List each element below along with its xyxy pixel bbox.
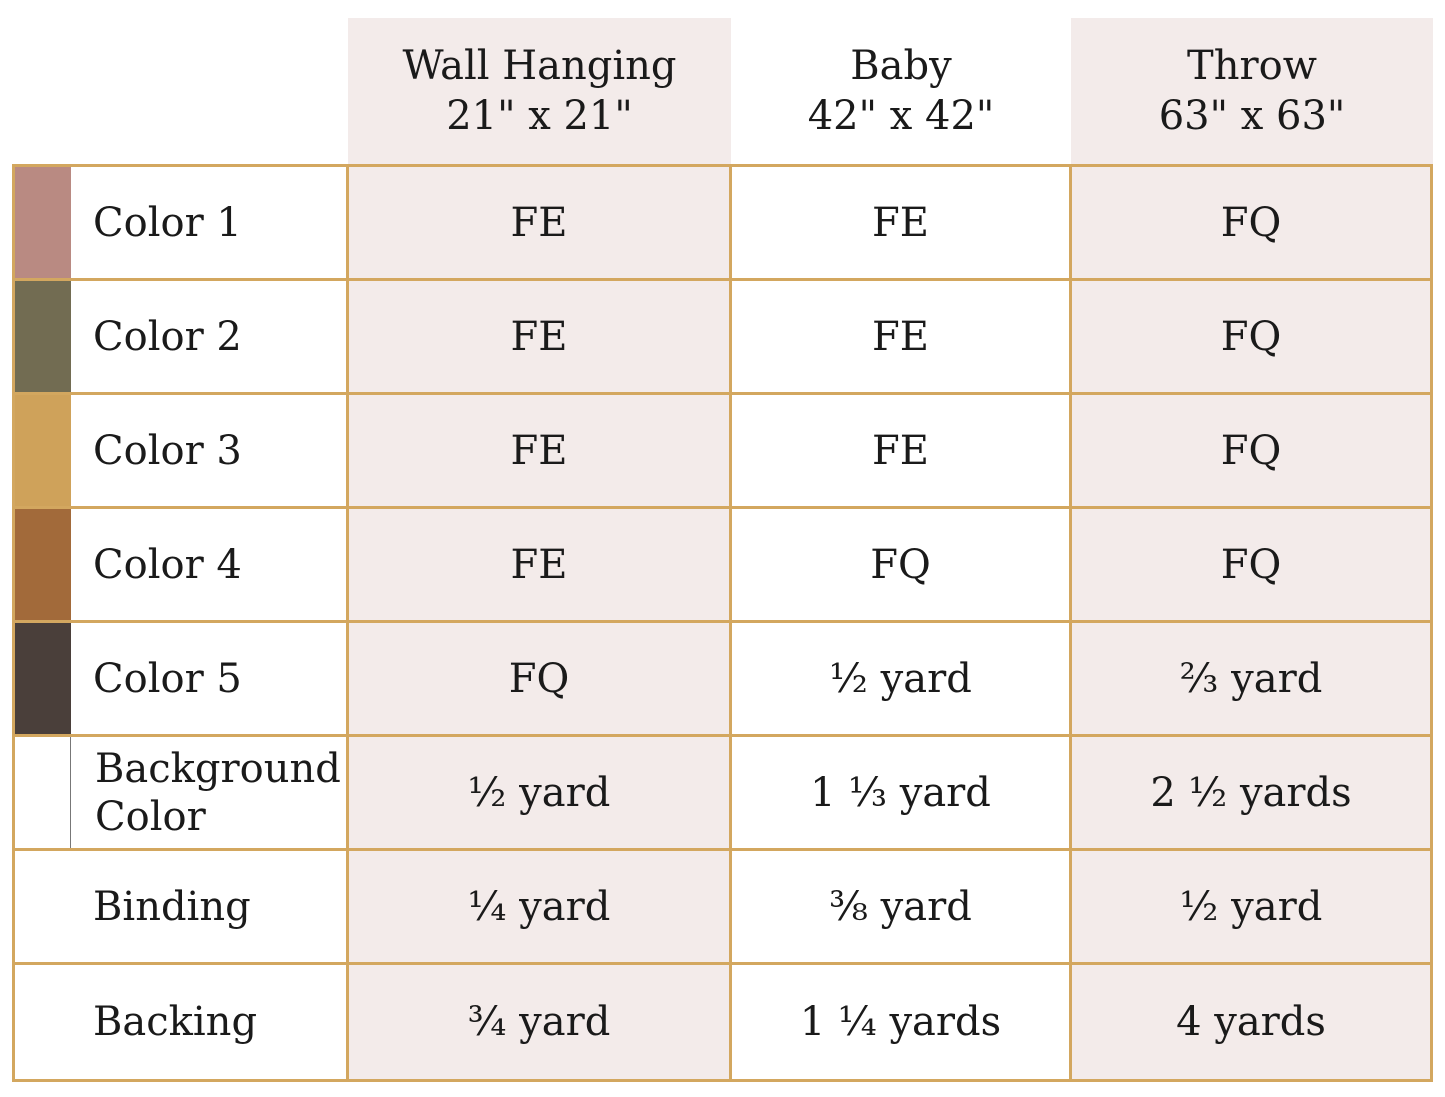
row-label-cell: Backing <box>15 965 349 1079</box>
column-header-name: Wall Hanging <box>402 43 677 89</box>
row-label: Color 3 <box>93 427 242 474</box>
cell-wall-hanging: ¾ yard <box>349 965 732 1079</box>
cell-throw: ½ yard <box>1072 851 1430 962</box>
row-label-line: Color <box>95 793 206 840</box>
cell-wall-hanging: FE <box>349 167 732 278</box>
color-swatch <box>15 509 71 620</box>
table-row-color-2: Color 2 FE FE FQ <box>15 281 1430 395</box>
column-header-throw: Throw 63" x 63" <box>1071 18 1433 164</box>
table-row-background-color: Background Color ½ yard 1 ⅓ yard 2 ½ yar… <box>15 737 1430 851</box>
row-label-cell: Color 2 <box>15 281 349 392</box>
column-header-size: 42" x 42" <box>807 93 995 139</box>
cell-baby: ⅜ yard <box>732 851 1072 962</box>
cell-wall-hanging: FQ <box>349 623 732 734</box>
cell-throw: FQ <box>1072 167 1430 278</box>
cell-baby: ½ yard <box>732 623 1072 734</box>
color-swatch <box>15 737 71 848</box>
column-header-baby: Baby 42" x 42" <box>731 18 1071 164</box>
row-label-cell: Color 4 <box>15 509 349 620</box>
row-label: Color 2 <box>93 313 242 360</box>
cell-baby: FE <box>732 281 1072 392</box>
column-header-name: Baby <box>850 43 952 89</box>
table-row-color-4: Color 4 FE FQ FQ <box>15 509 1430 623</box>
table-row-color-3: Color 3 FE FE FQ <box>15 395 1430 509</box>
column-header-size: 21" x 21" <box>446 93 633 139</box>
row-label: Color 1 <box>93 199 242 246</box>
row-label: Color 4 <box>93 541 242 588</box>
table-header-row: Wall Hanging 21" x 21" Baby 42" x 42" Th… <box>12 18 1433 164</box>
row-label: Color 5 <box>93 655 242 702</box>
row-label: Backing <box>93 999 258 1045</box>
column-header-wall-hanging: Wall Hanging 21" x 21" <box>348 18 731 164</box>
table-body: Color 1 FE FE FQ Color 2 FE FE FQ Color … <box>12 164 1433 1082</box>
cell-wall-hanging: ¼ yard <box>349 851 732 962</box>
color-swatch <box>15 623 71 734</box>
cell-wall-hanging: FE <box>349 281 732 392</box>
row-label-line: Background <box>95 745 341 792</box>
row-label-cell: Color 3 <box>15 395 349 506</box>
color-swatch <box>15 281 71 392</box>
row-label: Background Color <box>71 737 341 848</box>
cell-baby: FQ <box>732 509 1072 620</box>
column-header-size: 63" x 63" <box>1158 93 1346 139</box>
cell-wall-hanging: FE <box>349 395 732 506</box>
table-row-color-5: Color 5 FQ ½ yard ⅔ yard <box>15 623 1430 737</box>
color-swatch <box>15 167 71 278</box>
cell-throw: 4 yards <box>1072 965 1430 1079</box>
cell-throw: ⅔ yard <box>1072 623 1430 734</box>
cell-baby: 1 ⅓ yard <box>732 737 1072 848</box>
table-row-binding: Binding ¼ yard ⅜ yard ½ yard <box>15 851 1430 965</box>
cell-baby: FE <box>732 395 1072 506</box>
cell-baby: 1 ¼ yards <box>732 965 1072 1079</box>
table-row-color-1: Color 1 FE FE FQ <box>15 167 1430 281</box>
cell-baby: FE <box>732 167 1072 278</box>
cell-wall-hanging: FE <box>349 509 732 620</box>
row-label-cell: Color 1 <box>15 167 349 278</box>
column-header-name: Throw <box>1187 43 1317 89</box>
color-swatch <box>15 851 71 962</box>
color-swatch <box>15 395 71 506</box>
row-label-cell: Binding <box>15 851 349 962</box>
row-label-cell: Background Color <box>15 737 349 848</box>
cell-throw: 2 ½ yards <box>1072 737 1430 848</box>
color-swatch <box>15 965 71 1079</box>
cell-throw: FQ <box>1072 395 1430 506</box>
table-row-backing: Backing ¾ yard 1 ¼ yards 4 yards <box>15 965 1430 1079</box>
fabric-requirements-table: Wall Hanging 21" x 21" Baby 42" x 42" Th… <box>12 18 1433 1082</box>
row-label-cell: Color 5 <box>15 623 349 734</box>
row-label: Binding <box>93 883 251 930</box>
cell-throw: FQ <box>1072 281 1430 392</box>
cell-wall-hanging: ½ yard <box>349 737 732 848</box>
cell-throw: FQ <box>1072 509 1430 620</box>
